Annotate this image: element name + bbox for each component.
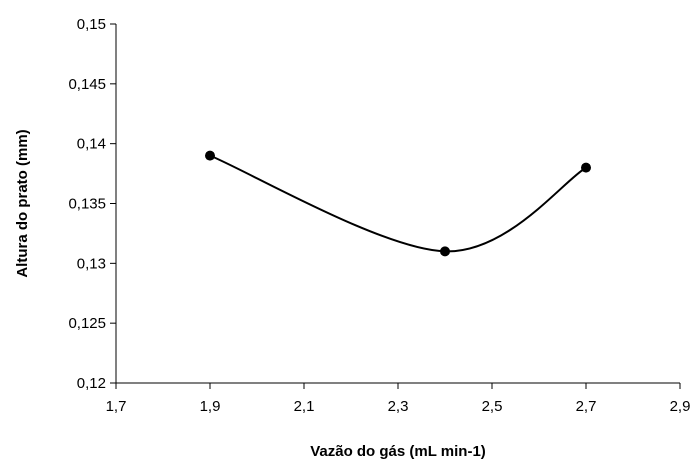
x-tick-label: 2,5 xyxy=(482,398,503,415)
y-axis-ticks: 0,12 0,125 0,13 0,135 0,14 0,145 0,15 xyxy=(68,16,116,392)
series-layer xyxy=(205,150,591,257)
x-tick-label: 2,3 xyxy=(388,398,409,415)
x-axis-title: Vazão do gás (mL min-1) xyxy=(310,443,486,460)
data-point xyxy=(440,246,450,257)
data-point xyxy=(205,150,215,161)
y-tick-label: 0,13 xyxy=(77,255,106,272)
x-tick-label: 1,7 xyxy=(106,398,127,415)
x-tick-label: 1,9 xyxy=(200,398,221,415)
data-point xyxy=(581,162,591,173)
series-line xyxy=(209,154,587,253)
x-tick-label: 2,7 xyxy=(576,398,597,415)
y-tick-label: 0,14 xyxy=(77,136,106,153)
x-tick-label: 2,9 xyxy=(670,398,691,415)
y-tick-label: 0,12 xyxy=(77,375,106,392)
x-axis-ticks: 1,7 1,9 2,1 2,3 2,5 2,7 2,9 xyxy=(106,383,691,415)
y-tick-label: 0,135 xyxy=(68,196,106,213)
y-tick-label: 0,125 xyxy=(68,315,106,332)
y-tick-label: 0,15 xyxy=(77,16,106,33)
y-tick-label: 0,145 xyxy=(68,76,106,93)
x-tick-label: 2,1 xyxy=(294,398,315,415)
y-axis-title: Altura do prato (mm) xyxy=(14,129,31,277)
